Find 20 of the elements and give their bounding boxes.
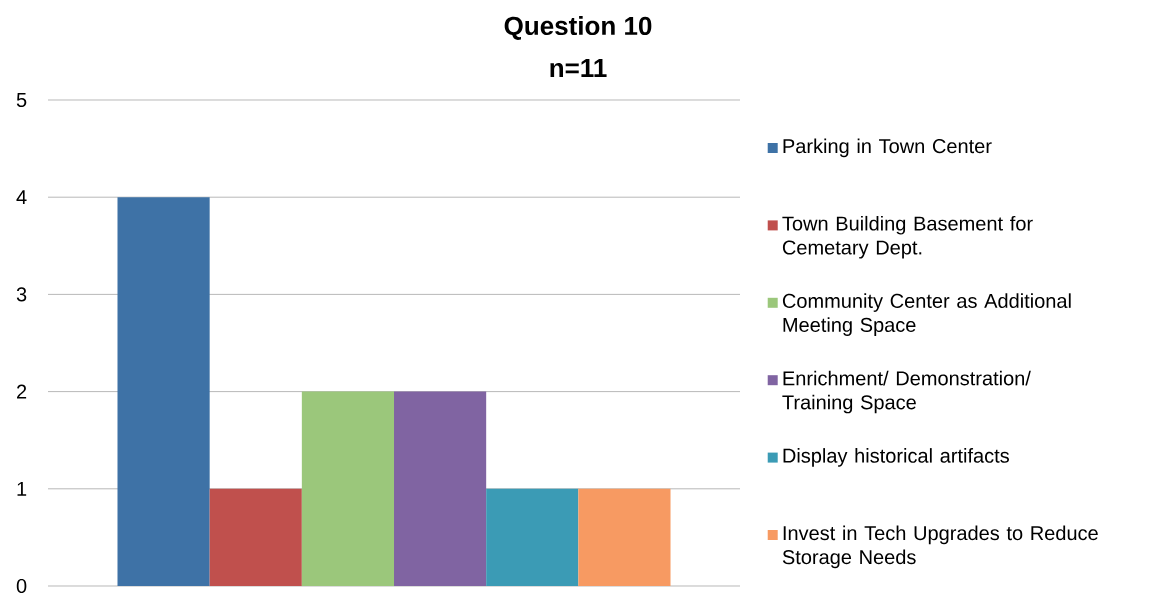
y-tick-label: 2	[17, 384, 27, 399]
chart-subtitle: n=11	[550, 59, 607, 77]
legend-label: Display historical artifacts	[783, 448, 1009, 467]
y-tick-label: 1	[17, 481, 27, 496]
legend-label: Town Building Basement for Cemetary Dept.	[782, 215, 1033, 259]
y-tick-label: 4	[16, 190, 27, 205]
legend-label: Enrichment/ Demonstration/ Training Space	[782, 370, 1031, 414]
y-tick-label: 0	[16, 578, 27, 594]
legend-label: Parking in Town Center	[783, 138, 992, 158]
y-tick-label: 3	[16, 287, 27, 302]
bar	[578, 488, 671, 586]
bar	[394, 391, 487, 586]
chart-title: Question 10	[504, 16, 652, 40]
y-tick-label: 5	[16, 93, 27, 107]
legend-label: Community Center as Additional Meeting Space	[782, 293, 1071, 336]
bar	[486, 488, 579, 586]
bar	[301, 391, 395, 586]
bar	[117, 197, 210, 586]
bar	[209, 488, 302, 586]
legend-label: Invest in Tech Upgrades to Reduce Storage Needs	[782, 525, 1098, 569]
